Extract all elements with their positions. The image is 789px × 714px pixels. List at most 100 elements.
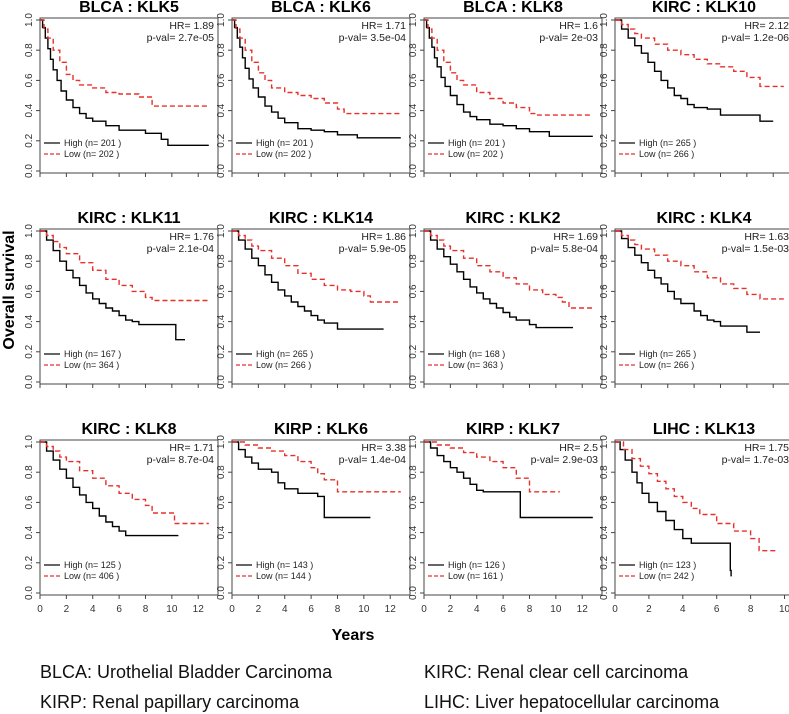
- survival-panel: KIRC : KLK4 0.0 0.2 0.4 0.6 0.8 1.0 HR= 1.63p-v…: [599, 210, 789, 389]
- hazard-ratio: HR= 1.71: [169, 442, 214, 454]
- x-tick-label: 12: [385, 604, 397, 615]
- hazard-ratio: HR= 2.5: [559, 442, 598, 454]
- p-value: p-val= 2.9e-03: [531, 454, 599, 466]
- high-expression-curve: [615, 230, 760, 333]
- y-tick-label: 0.8: [216, 254, 227, 268]
- low-expression-curve: [40, 441, 209, 525]
- y-tick-label: 0.2: [408, 344, 419, 358]
- panel-title: BLCA : KLK8: [463, 0, 563, 16]
- x-tick-label: 10: [358, 604, 370, 615]
- legend-low-label: Low (n= 364 ): [64, 360, 119, 370]
- survival-panel: KIRC : KLK14 0.0 0.2 0.4 0.6 0.8 1.0 HR= 1.86p-…: [216, 210, 411, 389]
- low-expression-curve: [615, 441, 776, 552]
- legend-low-label: Low (n= 202 ): [256, 149, 311, 159]
- legend-high-label: High (n= 201 ): [64, 138, 121, 148]
- y-tick-label: 0.0: [599, 375, 610, 389]
- low-expression-curve: [232, 441, 401, 493]
- y-tick-label: 0.8: [216, 43, 227, 57]
- panel-title: KIRC : KLK2: [465, 210, 560, 227]
- y-tick-label: 0.8: [408, 43, 419, 57]
- low-expression-curve: [424, 230, 593, 309]
- x-tick-label: 8: [143, 604, 149, 615]
- p-value: p-val= 5.9e-05: [339, 243, 407, 255]
- x-tick-label: 2: [256, 604, 262, 615]
- legend-high-label: High (n= 125 ): [64, 560, 121, 570]
- legend-high-label: High (n= 123 ): [639, 560, 696, 570]
- legend-low-label: Low (n= 266 ): [639, 149, 694, 159]
- survival-panel: KIRC : KLK10 0.0 0.2 0.4 0.6 0.8 1.0 HR= 2.12p-…: [599, 0, 789, 178]
- survival-panel: BLCA : KLK8 0.0 0.2 0.4 0.6 0.8 1.0 HR= 1.6p-va…: [408, 0, 603, 178]
- hazard-ratio: HR= 1.89: [169, 20, 214, 32]
- y-tick-label: 0.6: [408, 73, 419, 87]
- low-expression-curve: [424, 441, 560, 493]
- y-tick-label: 0.0: [599, 164, 610, 178]
- footer-kirp: KIRP: Renal papillary carcinoma: [40, 692, 300, 712]
- hazard-ratio: HR= 1.63: [744, 231, 789, 243]
- high-expression-curve: [40, 441, 179, 537]
- survival-panel: KIRC : KLK8 0.0 0.2 0.4 0.6 0.8 1.0 0 2 4 6 8 10 12 HR…: [24, 421, 219, 615]
- y-tick-label: 0.0: [216, 375, 227, 389]
- y-tick-label: 0.4: [216, 525, 227, 539]
- x-tick-label: 0: [229, 604, 235, 615]
- y-tick-label: 0.2: [599, 133, 610, 147]
- hazard-ratio: HR= 1.71: [361, 20, 406, 32]
- high-expression-curve: [40, 230, 185, 341]
- y-tick-label: 0.4: [24, 103, 35, 117]
- y-tick-label: 0.6: [24, 73, 35, 87]
- panel-title: KIRC : KLK10: [652, 0, 756, 16]
- hazard-ratio: HR= 1.69: [553, 231, 598, 243]
- low-expression-curve: [615, 19, 784, 88]
- x-tick-label: 2: [64, 604, 70, 615]
- x-tick-label: 6: [500, 604, 506, 615]
- hazard-ratio: HR= 1.75: [744, 442, 789, 454]
- y-tick-label: 0.6: [216, 495, 227, 509]
- plot-frame: [231, 439, 411, 596]
- plot-frame: [39, 17, 219, 174]
- high-expression-curve: [232, 230, 384, 330]
- y-tick-label: 0.6: [408, 284, 419, 298]
- y-tick-label: 1.0: [216, 224, 227, 238]
- y-tick-label: 0.8: [599, 43, 610, 57]
- x-tick-label: 8: [335, 604, 341, 615]
- y-tick-label: 0.4: [408, 103, 419, 117]
- panel-title: LIHC : KLK13: [653, 421, 755, 438]
- high-expression-curve: [40, 19, 209, 146]
- y-tick-label: 0.6: [599, 284, 610, 298]
- x-tick-label: 12: [577, 604, 589, 615]
- hazard-ratio: HR= 1.86: [361, 231, 406, 243]
- y-tick-label: 1.0: [408, 435, 419, 449]
- panel-title: KIRC : KLK14: [269, 210, 373, 227]
- p-value: p-val= 5.8e-04: [531, 243, 599, 255]
- y-tick-label: 1.0: [24, 13, 35, 27]
- y-tick-label: 0.8: [216, 465, 227, 479]
- y-tick-label: 0.4: [216, 314, 227, 328]
- x-tick-label: 0: [37, 604, 43, 615]
- survival-panel: KIRC : KLK11 0.0 0.2 0.4 0.6 0.8 1.0 HR= 1.76p-…: [24, 210, 219, 389]
- hazard-ratio: HR= 1.76: [169, 231, 214, 243]
- y-tick-label: 0.8: [599, 254, 610, 268]
- panel-title: KIRC : KLK8: [81, 421, 176, 438]
- p-value: p-val= 2e-03: [539, 32, 598, 44]
- y-tick-label: 0.0: [408, 164, 419, 178]
- plot-frame: [423, 439, 603, 596]
- hazard-ratio: HR= 2.12: [744, 20, 789, 32]
- y-tick-label: 0.6: [408, 495, 419, 509]
- y-tick-label: 0.4: [599, 103, 610, 117]
- y-tick-label: 0.4: [408, 525, 419, 539]
- y-tick-label: 0.2: [408, 555, 419, 569]
- y-tick-label: 1.0: [408, 13, 419, 27]
- plot-frame: [614, 17, 789, 174]
- x-tick-label: 8: [748, 604, 754, 615]
- legend-low-label: Low (n= 202 ): [64, 149, 119, 159]
- y-tick-label: 0.4: [216, 103, 227, 117]
- y-tick-label: 0.2: [216, 344, 227, 358]
- high-expression-curve: [424, 19, 593, 137]
- p-value: p-val= 1.7e-03: [722, 454, 789, 466]
- survival-panel: BLCA : KLK6 0.0 0.2 0.4 0.6 0.8 1.0 HR= 1.71p-v…: [216, 0, 411, 178]
- y-tick-label: 0.2: [408, 133, 419, 147]
- x-tick-label: 12: [193, 604, 205, 615]
- y-axis-label: Overall survival: [1, 230, 18, 349]
- legend-low-label: Low (n= 144 ): [256, 571, 311, 581]
